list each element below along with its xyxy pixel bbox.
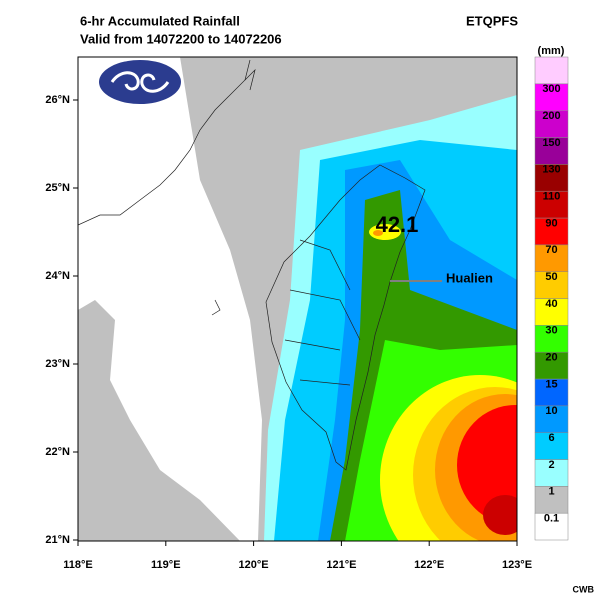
legend-swatch bbox=[534, 190, 569, 219]
y-tick-label: 25°N bbox=[45, 182, 70, 194]
legend-swatch bbox=[534, 325, 569, 353]
y-tick-label: 22°N bbox=[45, 446, 70, 458]
legend-label: 10 bbox=[545, 405, 557, 417]
legend-label: 90 bbox=[545, 217, 557, 229]
legend-label: 50 bbox=[545, 271, 557, 283]
place-label: Hualien bbox=[446, 270, 493, 285]
legend-label: 30 bbox=[545, 325, 557, 337]
x-tick-label: 123°E bbox=[502, 559, 532, 571]
legend-label: 40 bbox=[545, 298, 557, 310]
legend-swatch bbox=[534, 56, 569, 85]
legend-swatch bbox=[534, 83, 569, 111]
legend-label: 20 bbox=[545, 351, 557, 363]
legend-swatch bbox=[534, 512, 569, 541]
max-value-label: 42.1 bbox=[376, 212, 419, 237]
legend-swatch bbox=[534, 432, 569, 460]
legend-label: 0.1 bbox=[544, 512, 559, 524]
x-tick-label: 119°E bbox=[151, 559, 180, 571]
legend-label: 15 bbox=[545, 378, 557, 390]
legend-swatch bbox=[534, 271, 569, 299]
legend-swatch bbox=[534, 351, 569, 380]
x-tick-label: 121°E bbox=[326, 559, 356, 571]
legend-swatch bbox=[534, 137, 569, 165]
x-tick-label: 120°E bbox=[239, 559, 269, 571]
legend-unit: (mm) bbox=[538, 45, 565, 57]
legend-label: 70 bbox=[545, 244, 557, 256]
x-tick-label: 122°E bbox=[414, 559, 444, 571]
legend-label: 1 bbox=[548, 486, 554, 498]
legend-swatch bbox=[534, 164, 569, 192]
legend-swatch bbox=[534, 378, 569, 407]
footer: CWB bbox=[573, 584, 595, 594]
legend-label: 300 bbox=[542, 83, 560, 95]
product: ETQPFS bbox=[466, 13, 518, 28]
y-tick-label: 23°N bbox=[45, 358, 70, 370]
coastlines bbox=[78, 59, 426, 471]
title: 6-hr Accumulated Rainfall bbox=[80, 13, 240, 28]
legend-label: 150 bbox=[542, 137, 560, 149]
legend-swatch bbox=[534, 459, 569, 487]
legend-label: 110 bbox=[543, 190, 561, 202]
map-frame bbox=[77, 56, 518, 542]
legend-label: 2 bbox=[548, 459, 554, 471]
legend-swatch bbox=[534, 217, 569, 246]
legend-swatch bbox=[534, 110, 569, 138]
legend-swatch bbox=[534, 486, 569, 514]
subtitle: Valid from 14072200 to 14072206 bbox=[80, 31, 282, 46]
logo bbox=[99, 60, 181, 104]
x-tick-label: 118°E bbox=[63, 559, 92, 571]
legend-swatch bbox=[534, 298, 569, 326]
legend-label: 200 bbox=[542, 110, 560, 122]
legend-label: 130 bbox=[542, 164, 560, 176]
y-tick-label: 26°N bbox=[45, 94, 70, 106]
legend-label: 6 bbox=[548, 432, 554, 444]
y-tick-label: 24°N bbox=[45, 270, 70, 282]
legend-swatch bbox=[534, 405, 569, 433]
legend-swatch bbox=[534, 244, 569, 272]
y-tick-label: 21°N bbox=[45, 534, 70, 546]
rainfall-field bbox=[78, 57, 517, 541]
